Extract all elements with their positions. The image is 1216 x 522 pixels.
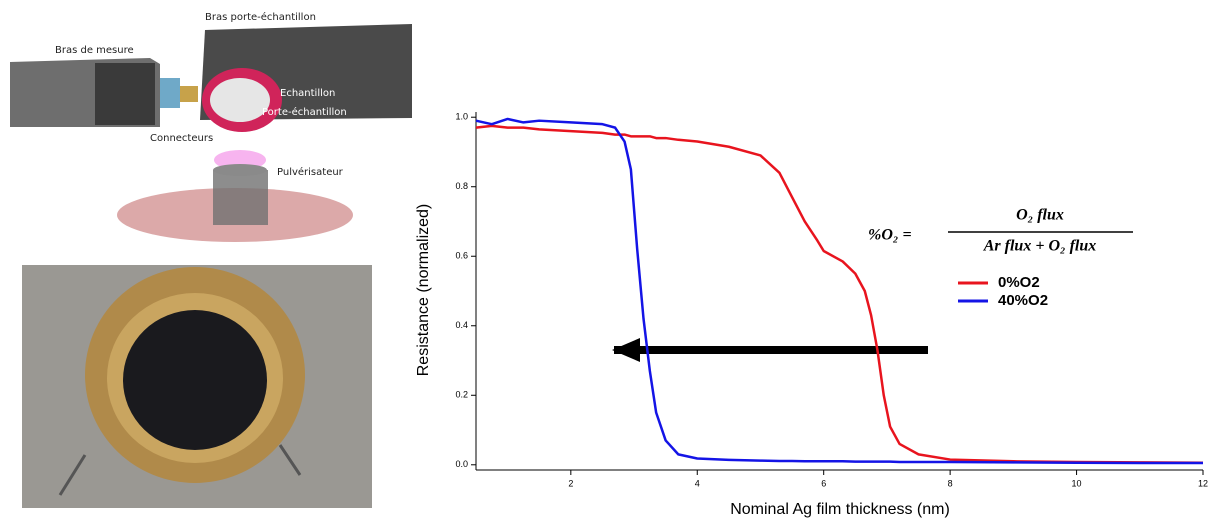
- sputter-gun: [213, 170, 268, 225]
- diagram-label: Bras porte-échantillon: [205, 11, 316, 23]
- formula-lhs: %O₂ =: [868, 227, 912, 244]
- photo: [22, 265, 372, 508]
- y-tick-label: 0.2: [455, 390, 468, 400]
- x-tick-label: 4: [695, 478, 700, 488]
- x-tick-label: 2: [568, 478, 573, 488]
- sputter-gun-top: [213, 164, 267, 176]
- legend-label: 40%O2: [998, 292, 1048, 309]
- y-tick-label: 1.0: [455, 112, 468, 122]
- formula-numerator: O₂ flux: [1016, 207, 1064, 224]
- x-tick-label: 6: [821, 478, 826, 488]
- chart: %O₂ = O₂ flux Ar flux + O₂ flux Nominal …: [415, 112, 1208, 519]
- diagram-label: Bras de mesure: [55, 45, 134, 56]
- x-tick-label: 8: [948, 478, 953, 488]
- series-line: [475, 124, 1204, 464]
- photo-disk: [123, 310, 267, 450]
- diagram-label: Echantillon: [280, 88, 335, 99]
- y-tick-label: 0.6: [455, 251, 468, 261]
- arrow-head: [612, 338, 640, 362]
- x-axis-label: Nominal Ag film thickness (nm): [730, 501, 950, 518]
- series-line: [475, 117, 1203, 465]
- diagram-label: Connecteurs: [150, 133, 213, 144]
- apparatus-diagram: Bras porte-échantillon Bras de mesure Ec…: [10, 11, 412, 242]
- connector-pins: [180, 86, 198, 102]
- diagram-label: Pulvérisateur: [277, 166, 344, 178]
- formula-denominator: Ar flux + O₂ flux: [983, 238, 1097, 255]
- photo-pin: [58, 454, 87, 496]
- y-tick-label: 0.8: [455, 181, 468, 191]
- diagram-label: Porte-échantillon: [262, 106, 347, 118]
- y-axis-label: Resistance (normalized): [415, 204, 432, 377]
- x-tick-label: 10: [1072, 478, 1082, 488]
- photo-pin: [278, 444, 302, 476]
- legend-label: 0%O2: [998, 274, 1040, 291]
- x-tick-label: 12: [1198, 478, 1208, 488]
- y-tick-label: 0.0: [455, 459, 468, 469]
- connector: [160, 78, 180, 108]
- sample: [210, 78, 270, 122]
- measure-arm-face: [95, 63, 155, 125]
- y-tick-label: 0.4: [455, 320, 468, 330]
